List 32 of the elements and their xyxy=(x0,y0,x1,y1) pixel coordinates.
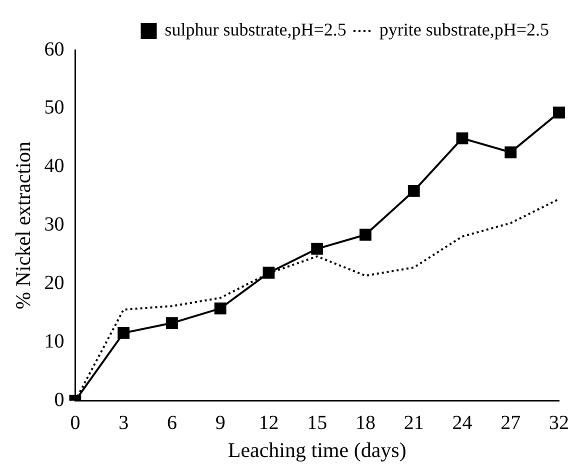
point xyxy=(311,242,324,255)
x-tick-label: 9 xyxy=(215,412,226,434)
x-tick-label: 24 xyxy=(452,412,472,434)
point xyxy=(456,132,468,144)
x-tick-label: 12 xyxy=(258,412,279,434)
point xyxy=(408,184,420,197)
x-tick-label: 32 xyxy=(549,412,569,434)
point xyxy=(118,327,130,339)
x-tick-label: 15 xyxy=(307,412,328,434)
x-tick-label: 18 xyxy=(355,412,376,434)
y-tick-label: 10 xyxy=(44,330,64,353)
x-axis-title: Leaching time (days) xyxy=(228,438,406,462)
point xyxy=(553,106,565,119)
x-tick-label: 21 xyxy=(404,412,424,434)
y-tick-label: 60 xyxy=(44,38,64,60)
y-tick-label: 50 xyxy=(44,96,64,119)
point xyxy=(214,302,226,314)
y-tick-label: 0 xyxy=(54,389,64,412)
point xyxy=(360,228,372,241)
legend-label: pyrite substrate,pH=2.5 xyxy=(379,20,550,40)
x-tick-label: 27 xyxy=(500,412,521,434)
point xyxy=(166,317,178,329)
point xyxy=(262,266,275,279)
x-tick-label: 0 xyxy=(70,412,80,434)
y-tick-label: 30 xyxy=(44,214,64,236)
y-tick-label: 40 xyxy=(44,155,64,178)
y-axis-title: % Nickel extraction xyxy=(11,140,36,310)
point xyxy=(504,146,517,158)
legend-label: sulphur substrate,pH=2.5 xyxy=(164,20,346,40)
x-tick-label: 6 xyxy=(166,412,177,434)
y-tick-label: 20 xyxy=(44,272,64,294)
x-tick-label: 3 xyxy=(118,412,129,434)
